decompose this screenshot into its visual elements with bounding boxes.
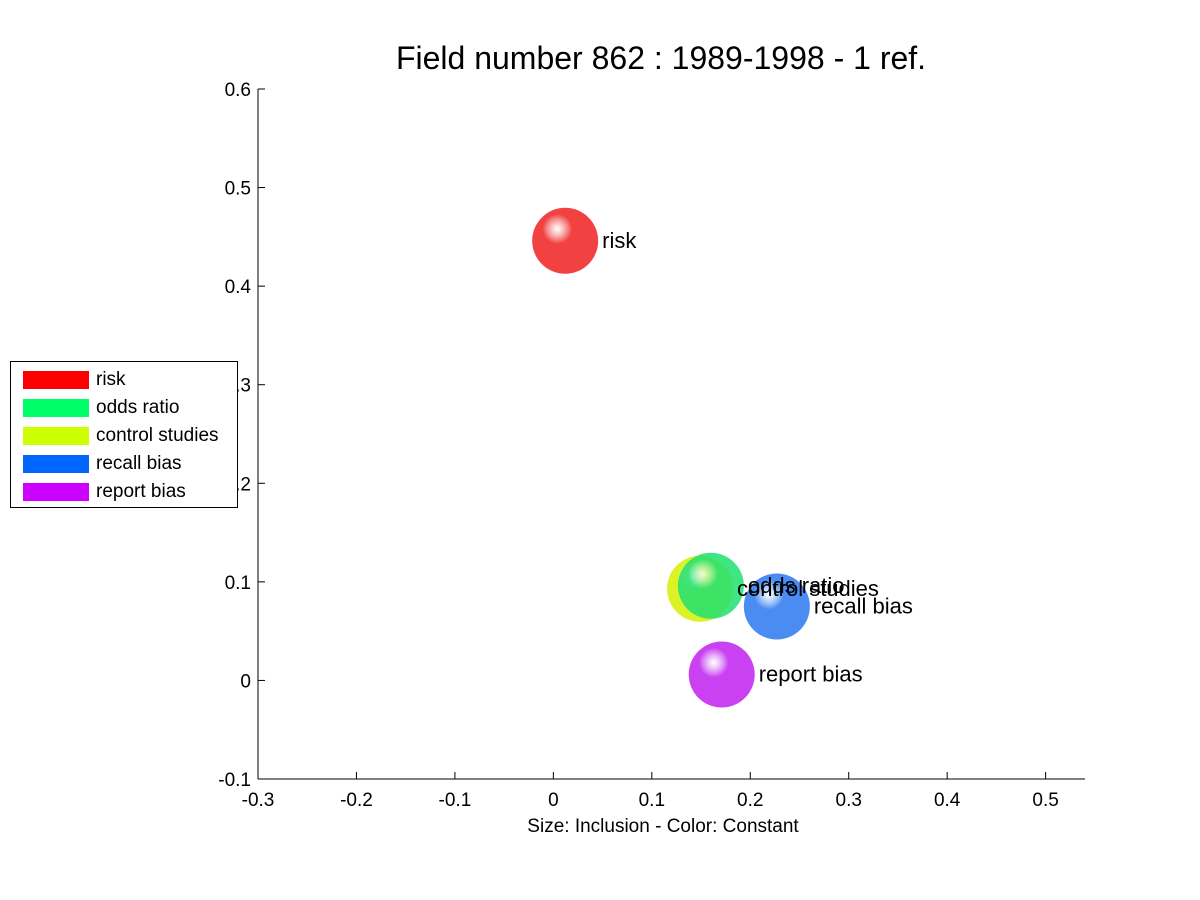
point-report-bias [688, 641, 755, 708]
point-label: odds ratio [748, 573, 845, 598]
axes: -0.3-0.2-0.100.10.20.30.40.5-0.100.10.20… [218, 80, 1085, 811]
x-tick-label: 0.5 [1032, 790, 1058, 811]
x-tick-label: 0.2 [737, 790, 763, 811]
x-tick-label: 0.4 [934, 790, 961, 811]
x-tick-label: 0 [548, 790, 559, 811]
legend-label: recall bias [96, 453, 182, 474]
legend-swatch [23, 455, 89, 473]
legend-swatch [23, 371, 89, 389]
legend-swatch [23, 483, 89, 501]
point-risk [532, 207, 599, 274]
point-label: recall bias [814, 594, 913, 619]
legend-label: control studies [96, 425, 219, 446]
legend-swatch [23, 399, 89, 417]
point-label: risk [602, 228, 637, 253]
y-tick-label: 0.6 [225, 80, 251, 101]
point-label: report bias [759, 662, 863, 687]
point-recall-bias [743, 573, 810, 640]
legend-label: risk [96, 369, 126, 390]
point-label: control studies [737, 576, 879, 601]
legend-item: report bias [23, 481, 186, 503]
x-axis-label: Size: Inclusion - Color: Constant [527, 816, 799, 837]
y-tick-label: 0.4 [225, 277, 252, 298]
point-odds-ratio [677, 552, 744, 619]
y-tick-label: -0.1 [218, 770, 251, 791]
legend-item: control studies [23, 425, 219, 447]
legend-label: odds ratio [96, 397, 180, 418]
x-tick-label: 0.1 [639, 790, 665, 811]
legend-label: report bias [96, 481, 186, 502]
y-tick-label: 0.1 [225, 573, 251, 594]
data-points [532, 207, 810, 708]
x-tick-label: -0.1 [439, 790, 472, 811]
legend: risk odds ratio control studies recall bias… [10, 361, 238, 508]
legend-item: recall bias [23, 453, 182, 475]
x-tick-label: 0.3 [836, 790, 862, 811]
legend-item: odds ratio [23, 397, 179, 419]
chart-title: Field number 862 : 1989-1998 - 1 ref. [396, 40, 926, 76]
legend-swatch [23, 427, 89, 445]
y-tick-label: 0 [240, 671, 251, 692]
legend-item: risk [23, 369, 126, 391]
x-tick-label: -0.3 [242, 790, 275, 811]
y-tick-label: 0.5 [225, 179, 251, 200]
x-tick-label: -0.2 [340, 790, 373, 811]
